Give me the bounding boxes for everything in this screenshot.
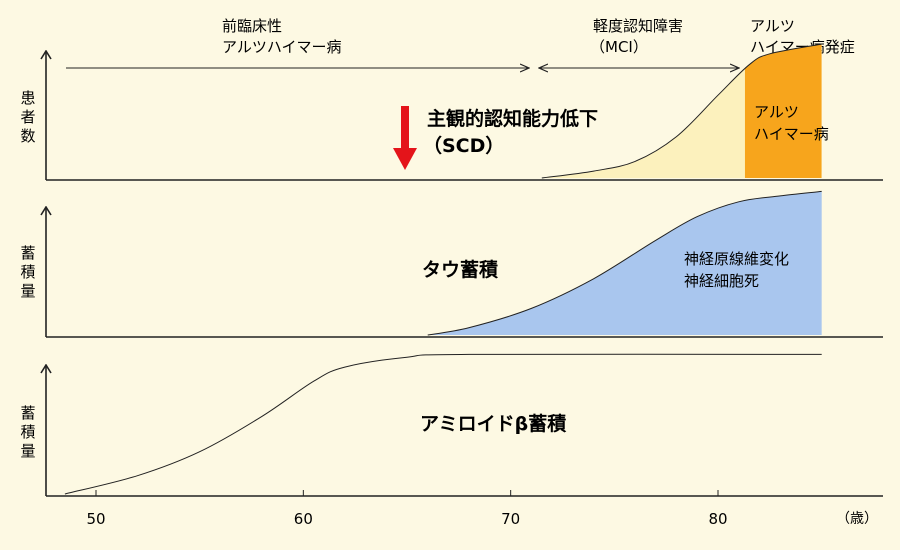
tau-title: タウ蓄積 [422, 258, 498, 281]
ad-area-label-line1: アルツ [754, 103, 799, 121]
stage-ad-onset-line1: アルツ [750, 17, 795, 35]
bottom-ylabel-1: 蓄 [20, 404, 35, 422]
tau-area [427, 191, 822, 335]
scd-arrow-shaft [401, 106, 409, 150]
middle-ylabel-1: 蓄 [20, 244, 35, 262]
x-tick-label-80: 80 [708, 510, 727, 528]
stage-mci-line1: 軽度認知障害 [593, 17, 683, 35]
scd-abbrev: （SCD） [423, 134, 504, 157]
stage-preclinical-line2: アルツハイマー病 [222, 38, 342, 56]
middle-ylabel-3: 量 [20, 282, 35, 300]
scd-arrow-head [393, 148, 417, 170]
x-axis-ticks: 50 60 70 80 [86, 490, 728, 528]
x-axis-unit: （歳） [836, 511, 878, 527]
tau-curve [427, 190, 822, 336]
bottom-ylabel-3: 量 [20, 442, 35, 460]
ad-area [744, 44, 822, 178]
top-ylabel-3: 数 [20, 127, 35, 145]
amyloid-curve [64, 353, 822, 495]
top-ylabel-2: 者 [20, 108, 35, 126]
scd-label: 主観的認知能力低下 [427, 107, 598, 130]
middle-ylabel-2: 積 [20, 263, 35, 281]
stage-preclinical-line1: 前臨床性 [222, 17, 282, 35]
tau-area-label-line1: 神経原線維変化 [684, 250, 789, 268]
amyloid-title: アミロイドβ蓄積 [420, 412, 566, 435]
ad-area-label-line2: ハイマー病 [754, 125, 829, 143]
x-tick-label-60: 60 [294, 510, 313, 528]
x-tick-label-70: 70 [501, 510, 520, 528]
stage-mci-line2: （MCI） [590, 38, 648, 56]
top-ylabel-1: 患 [20, 89, 35, 107]
x-tick-label-50: 50 [86, 510, 105, 528]
patient-curve [541, 43, 822, 179]
tau-area-label-line2: 神経細胞死 [684, 272, 759, 290]
bottom-ylabel-2: 積 [20, 423, 35, 441]
